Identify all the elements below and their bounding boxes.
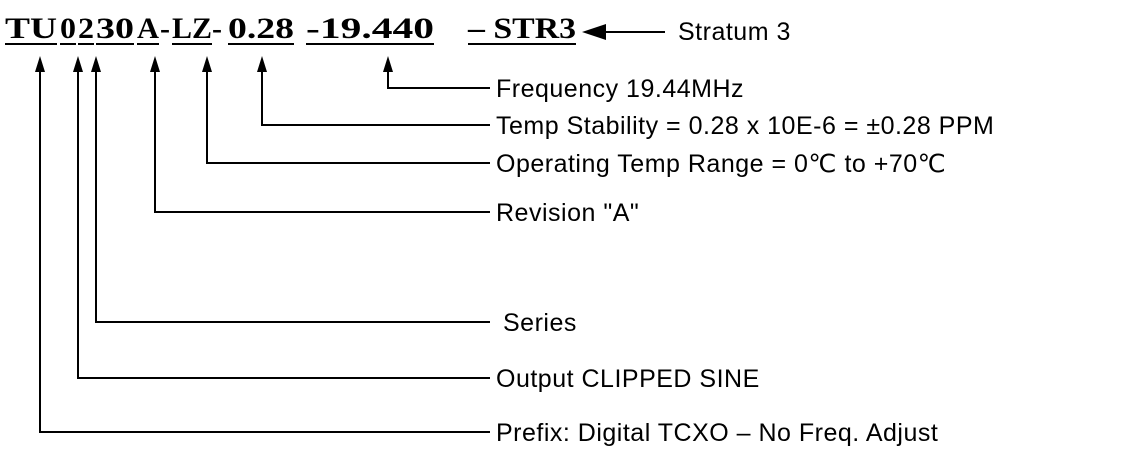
arrow-head — [35, 56, 45, 72]
segment: TU — [5, 12, 57, 45]
leaders — [35, 56, 490, 433]
arrow-head — [582, 24, 606, 40]
segment: LZ — [172, 12, 212, 45]
stratum-arrow — [582, 24, 665, 40]
annotation: Series — [503, 309, 577, 337]
arrow-head — [91, 56, 101, 72]
annotation: Revision "A" — [496, 199, 639, 227]
leader-line — [387, 70, 490, 89]
arrow-head — [202, 56, 212, 72]
segment: - — [160, 12, 170, 45]
leader-line — [154, 70, 490, 213]
segment: 0.28 — [228, 12, 294, 45]
segment: -19.440 — [306, 12, 434, 45]
arrow-head — [257, 56, 267, 72]
segment: 2 — [78, 12, 94, 45]
annotation: Operating Temp Range = 0℃ to +70℃ — [496, 150, 946, 178]
segment: 0 — [60, 12, 76, 45]
arrow-head — [73, 56, 83, 72]
leader-line — [261, 70, 490, 126]
segment: – STR3 — [467, 12, 576, 45]
segment: - — [212, 12, 222, 45]
segment: A — [137, 12, 159, 45]
annotation: Stratum 3 — [678, 18, 791, 46]
leader-line — [77, 70, 490, 379]
leader-line — [206, 70, 490, 164]
part-number: TU 0 2 30 A - LZ - 0.28 -19.440 – STR3 — [5, 12, 576, 45]
annotation: Prefix: Digital TCXO – No Freq. Adjust — [496, 419, 938, 447]
annotation: Output CLIPPED SINE — [496, 365, 760, 393]
annotation: Frequency 19.44MHz — [496, 75, 744, 103]
leader-line — [95, 70, 490, 323]
arrow-head — [150, 56, 160, 72]
arrow-head — [383, 56, 393, 72]
segment: 30 — [96, 12, 134, 45]
annotation: Temp Stability = 0.28 x 10E-6 = ±0.28 PP… — [496, 112, 994, 140]
leader-line — [39, 70, 490, 433]
